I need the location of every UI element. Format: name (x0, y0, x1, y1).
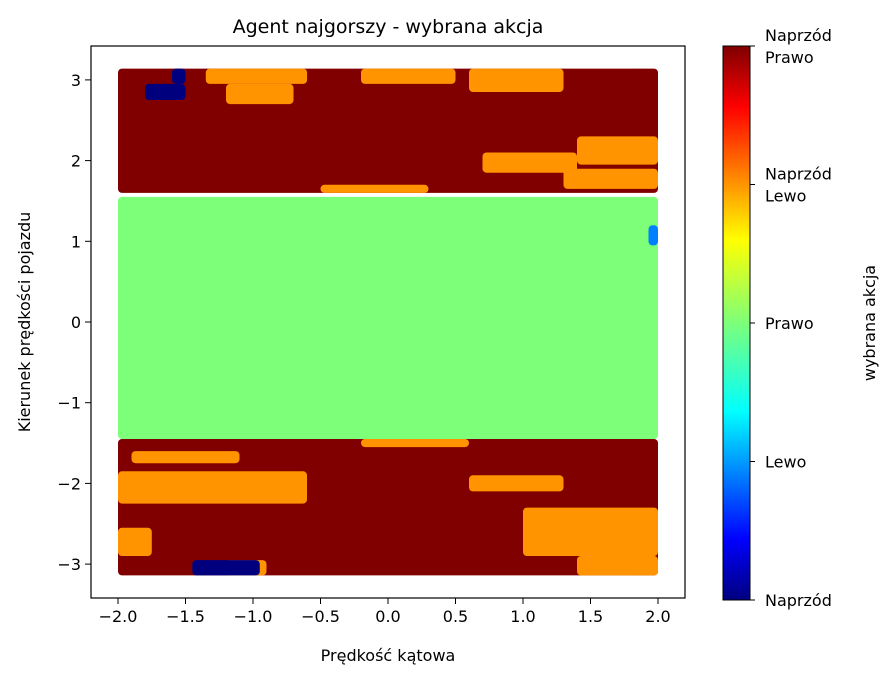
y-tick-label: −3 (57, 555, 81, 574)
action-region-18 (523, 507, 658, 556)
action-region-19 (577, 556, 658, 576)
y-tick-label: 0 (71, 313, 81, 332)
plot-area (118, 68, 658, 576)
colorbar-tick-label: Naprzód (765, 591, 832, 610)
action-region-6 (482, 152, 577, 173)
action-region-10 (172, 68, 186, 84)
y-tick-label: 3 (71, 71, 81, 90)
action-region-7 (563, 168, 658, 189)
y-tick-label: 2 (71, 152, 81, 171)
y-tick-label: −2 (57, 474, 81, 493)
colorbar-tick-label: Naprzód Prawo (765, 26, 832, 67)
y-tick-label: 1 (71, 232, 81, 251)
y-axis-title: Kierunek prędkości pojazdu (15, 212, 34, 433)
action-region-14 (118, 471, 307, 504)
action-region-11 (118, 196, 658, 439)
x-axis-title: Prędkość kątowa (321, 646, 456, 665)
colorbar-gradient (722, 45, 751, 601)
x-tick-label: 0.0 (375, 607, 400, 626)
x-tick-label: 2.0 (645, 607, 670, 626)
action-region-17 (361, 439, 469, 448)
action-region-22 (192, 560, 260, 576)
chart-title: Agent najgorszy - wybrana akcja (233, 16, 544, 38)
x-tick-label: −0.5 (301, 607, 340, 626)
x-tick-label: −1.5 (166, 607, 205, 626)
action-region-3 (469, 68, 564, 92)
y-tick-label: −1 (57, 394, 81, 413)
colorbar-title: wybrana akcja (860, 265, 879, 381)
x-tick-label: −2.0 (99, 607, 138, 626)
action-region-20 (118, 527, 152, 556)
action-region-8 (320, 184, 429, 193)
action-regions (118, 68, 658, 576)
action-region-5 (577, 136, 658, 165)
action-region-12 (648, 225, 658, 246)
x-tick-label: 1.5 (578, 607, 603, 626)
action-region-4 (226, 83, 294, 105)
colorbar-tick-label: Lewo (765, 453, 806, 472)
action-region-16 (469, 475, 564, 492)
x-tick-label: −1.0 (234, 607, 273, 626)
x-tick-label: 1.0 (510, 607, 535, 626)
action-region-2 (361, 68, 456, 84)
y-axis: −3 −2 −1 0 1 2 3 (57, 71, 91, 574)
colorbar-tick-label: Naprzód Lewo (765, 165, 832, 206)
x-tick-label: 0.5 (443, 607, 468, 626)
x-axis: −2.0 −1.5 −1.0 −0.5 0.0 0.5 1.0 1.5 2.0 (99, 598, 671, 626)
action-region-15 (131, 451, 240, 464)
action-region-1 (205, 68, 308, 84)
colorbar-tick-label: Prawo (765, 314, 814, 333)
action-region-9 (145, 83, 186, 100)
